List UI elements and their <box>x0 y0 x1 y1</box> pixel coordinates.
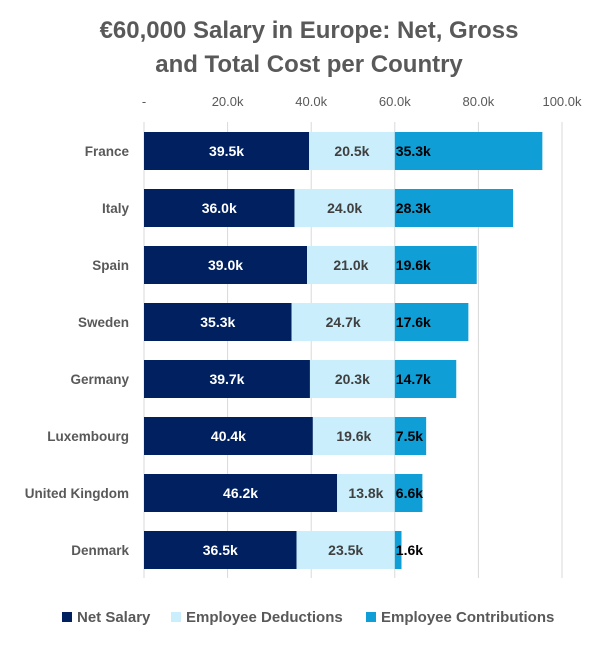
chart-title-line-1: €60,000 Salary in Europe: Net, Gross <box>100 17 519 44</box>
category-label: Italy <box>102 201 130 216</box>
data-label: 39.5k <box>209 143 244 159</box>
legend-swatch <box>62 612 72 622</box>
legend-swatch <box>171 612 181 622</box>
bar-employee-deductions <box>296 531 395 569</box>
data-label: 17.6k <box>396 314 431 330</box>
bar-net-salary <box>144 303 292 341</box>
data-label: 19.6k <box>396 257 431 273</box>
bar-employee-contributions <box>394 531 402 569</box>
data-label: 24.7k <box>326 314 361 330</box>
data-label: 13.8k <box>348 485 383 501</box>
bar-net-salary <box>144 531 297 569</box>
legend-label: Employee Contributions <box>381 609 554 626</box>
data-label: 39.7k <box>209 371 244 387</box>
bar-net-salary <box>144 246 308 284</box>
legend-label: Net Salary <box>77 609 151 626</box>
legend-label: Employee Deductions <box>186 609 343 626</box>
category-label: Germany <box>70 372 129 387</box>
x-tick-label: 40.0k <box>295 94 327 109</box>
data-label: 35.3k <box>396 143 431 159</box>
bar-employee-contributions <box>394 303 469 341</box>
bar-employee-deductions <box>312 417 395 455</box>
category-label: Sweden <box>78 315 129 330</box>
data-label: 40.4k <box>211 428 246 444</box>
data-label: 35.3k <box>200 314 235 330</box>
chart-title-line-2: and Total Cost per Country <box>155 51 463 78</box>
x-tick-label: 80.0k <box>462 94 494 109</box>
bar-employee-deductions <box>309 360 395 398</box>
category-label: Spain <box>92 258 129 273</box>
data-label: 24.0k <box>327 200 362 216</box>
data-label: 19.6k <box>336 428 371 444</box>
bar-net-salary <box>144 360 310 398</box>
x-tick-label: 100.0k <box>542 94 582 109</box>
bar-employee-contributions <box>394 189 514 227</box>
category-label: Luxembourg <box>47 429 129 444</box>
bar-net-salary <box>144 474 338 512</box>
category-label: Denmark <box>71 543 129 558</box>
bar-employee-deductions <box>309 132 395 170</box>
bar-employee-contributions <box>394 132 543 170</box>
bar-employee-deductions <box>337 474 395 512</box>
category-label: United Kingdom <box>25 486 129 501</box>
x-tick-label: 20.0k <box>212 94 244 109</box>
bar-employee-contributions <box>394 417 427 455</box>
data-label: 6.6k <box>396 485 423 501</box>
legend-swatch <box>366 612 376 622</box>
data-label: 36.5k <box>203 542 238 558</box>
bar-employee-contributions <box>394 246 477 284</box>
data-label: 39.0k <box>208 257 243 273</box>
x-tick-label: 60.0k <box>379 94 411 109</box>
data-label: 7.5k <box>396 428 423 444</box>
data-label: 14.7k <box>396 371 431 387</box>
bar-employee-contributions <box>394 474 423 512</box>
data-label: 36.0k <box>202 200 237 216</box>
data-label: 28.3k <box>396 200 431 216</box>
category-label: France <box>85 144 130 159</box>
bar-net-salary <box>144 132 310 170</box>
data-label: 21.0k <box>333 257 368 273</box>
data-label: 20.5k <box>334 143 369 159</box>
bar-employee-deductions <box>294 189 395 227</box>
bar-net-salary <box>144 189 295 227</box>
bar-employee-deductions <box>307 246 395 284</box>
data-label: 23.5k <box>328 542 363 558</box>
data-label: 1.6k <box>396 542 423 558</box>
data-label: 46.2k <box>223 485 258 501</box>
bar-employee-contributions <box>394 360 457 398</box>
data-label: 20.3k <box>335 371 370 387</box>
bar-net-salary <box>144 417 313 455</box>
bar-employee-deductions <box>291 303 395 341</box>
x-tick-label: - <box>142 94 146 109</box>
